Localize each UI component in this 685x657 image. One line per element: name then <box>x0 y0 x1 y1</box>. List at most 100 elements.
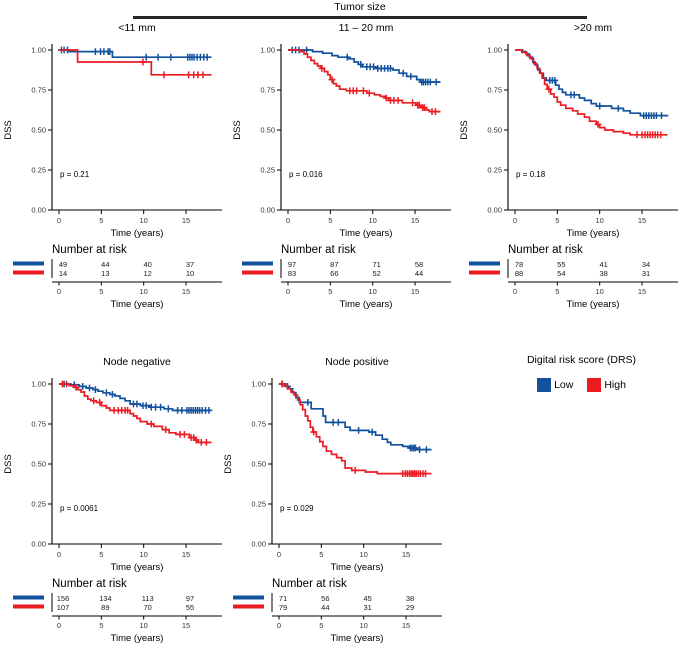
x-tick-label: 0 <box>277 550 281 559</box>
x-tick-label: 5 <box>99 550 103 559</box>
risk-x-axis-title: Time (years) <box>340 299 393 310</box>
censor-mark-low <box>423 446 430 453</box>
censor-mark-low <box>109 391 116 398</box>
censor-mark-low <box>303 46 310 54</box>
facet-header-line <box>133 16 587 19</box>
censor-mark-low <box>416 446 423 453</box>
censor-mark-high <box>657 131 665 139</box>
censor-mark-low <box>167 53 175 61</box>
x-tick-label: 15 <box>638 216 646 225</box>
censor-mark-low <box>343 53 351 61</box>
censor-mark-high <box>160 71 168 79</box>
km-curve-high <box>279 383 432 475</box>
censor-mark-low <box>407 73 415 80</box>
risk-table-title: Number at risk <box>52 578 127 590</box>
risk-count-high: 70 <box>144 603 152 612</box>
risk-count-high: 55 <box>186 603 194 612</box>
y-tick-label: 0.75 <box>251 420 266 429</box>
risk-count-high: 107 <box>57 603 70 612</box>
drs-legend: Digital risk score (DRS) Low High <box>478 354 685 392</box>
censor-mark-high <box>310 428 318 436</box>
censor-mark-high <box>328 76 336 83</box>
y-tick-label: 0.50 <box>31 460 46 469</box>
y-tick-label: 0.00 <box>31 206 46 215</box>
km-plot: 1.00 0.75 0.50 0.25 0.00 0 5 10 15 DSS Time (years… <box>3 44 222 239</box>
censor-mark-high <box>545 85 553 93</box>
risk-row-swatch-high <box>13 270 44 275</box>
risk-x-tick-label: 10 <box>360 621 368 630</box>
risk-row-swatch-low <box>469 261 500 266</box>
risk-x-tick-label: 0 <box>513 287 517 296</box>
risk-row-swatch-low <box>13 595 44 600</box>
x-tick-label: 5 <box>319 550 323 559</box>
censor-mark-low <box>304 399 312 406</box>
censor-mark-low <box>399 69 407 77</box>
risk-count-high: 54 <box>557 269 565 278</box>
y-tick-label: 0.50 <box>260 126 275 135</box>
risk-count-low: 71 <box>279 594 287 603</box>
y-tick-label: 0.25 <box>31 166 46 175</box>
censor-mark-high <box>382 94 390 102</box>
p-value-label: p = 0.029 <box>280 504 314 513</box>
y-tick-label: 0.00 <box>251 540 266 549</box>
y-axis-title: DSS <box>3 120 14 140</box>
censor-mark-low <box>658 112 665 119</box>
censor-mark-low <box>432 78 440 86</box>
censor-mark-high <box>199 71 207 79</box>
risk-count-high: 12 <box>144 269 152 278</box>
censor-mark-high <box>421 104 428 111</box>
x-tick-label: 0 <box>57 216 61 225</box>
km-plot: 1.00 0.75 0.50 0.25 0.00 0 5 10 15 DSS Time (years… <box>459 44 678 239</box>
km-plot: 1.00 0.75 0.50 0.25 0.00 0 5 10 15 DSS Time (years… <box>3 378 222 573</box>
y-tick-label: 0.50 <box>487 126 502 135</box>
risk-x-tick-label: 10 <box>596 287 604 296</box>
y-tick-label: 0.25 <box>487 166 502 175</box>
risk-count-low: 134 <box>99 594 112 603</box>
censor-mark-high <box>351 467 359 474</box>
censor-mark-low <box>86 384 93 392</box>
x-axis-title: Time (years) <box>331 562 384 573</box>
risk-table-title: Number at risk <box>508 244 583 256</box>
censor-mark-low <box>133 400 141 408</box>
km-curve-low <box>59 49 212 59</box>
risk-count-low: 97 <box>186 594 194 603</box>
risk-row-swatch-high <box>469 270 500 275</box>
censor-mark-low <box>106 48 114 55</box>
risk-count-low: 156 <box>57 594 70 603</box>
risk-count-high: 44 <box>321 603 329 612</box>
legend-items: Low High <box>478 378 685 392</box>
risk-row-swatch-high <box>233 604 264 609</box>
risk-count-high: 66 <box>330 269 338 278</box>
risk-x-tick-label: 15 <box>182 287 190 296</box>
y-axis-title: DSS <box>459 120 470 140</box>
risk-row-swatch-high <box>13 604 44 609</box>
risk-x-tick-label: 0 <box>286 287 290 296</box>
y-tick-label: 0.75 <box>31 420 46 429</box>
risk-count-high: 31 <box>364 603 372 612</box>
y-tick-label: 1.00 <box>31 46 46 55</box>
y-axis-title: DSS <box>3 454 14 474</box>
censor-mark-low <box>355 427 362 434</box>
censor-mark-low <box>154 53 162 61</box>
risk-count-high: 89 <box>101 603 109 612</box>
risk-count-low: 55 <box>557 260 565 269</box>
x-tick-label: 10 <box>596 216 604 225</box>
risk-table-title: Number at risk <box>52 244 127 256</box>
censor-mark-high <box>162 426 170 433</box>
censor-mark-low <box>614 105 622 112</box>
risk-count-low: 44 <box>101 260 109 269</box>
y-tick-label: 0.00 <box>487 206 502 215</box>
risk-count-high: 10 <box>186 269 194 278</box>
censor-mark-high <box>360 87 367 95</box>
legend-swatch-high <box>587 378 602 392</box>
p-value-label: p = 0.0061 <box>60 504 99 513</box>
x-tick-label: 0 <box>57 550 61 559</box>
risk-x-axis-title: Time (years) <box>567 299 620 310</box>
y-tick-label: 1.00 <box>487 46 502 55</box>
risk-x-tick-label: 0 <box>57 287 61 296</box>
censor-mark-low <box>357 61 365 68</box>
